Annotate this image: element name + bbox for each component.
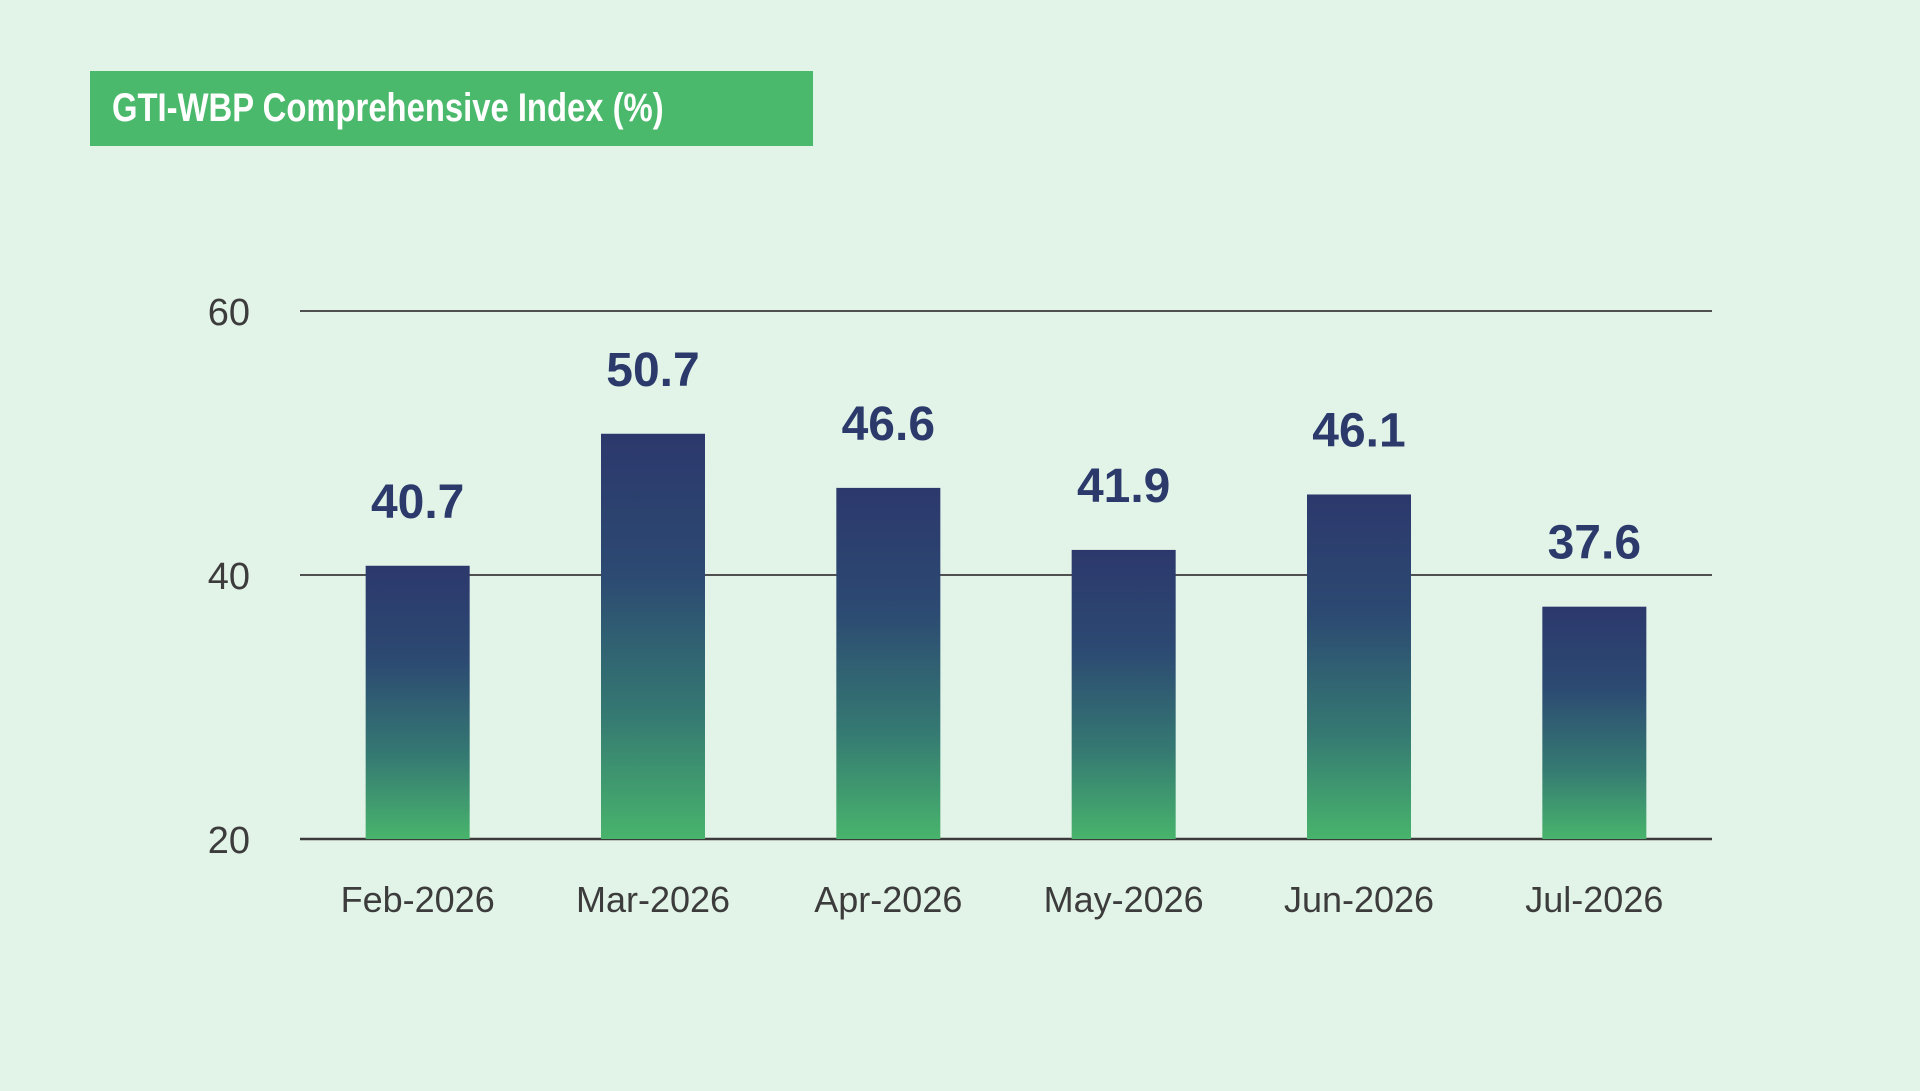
y-tick-label: 40 [208, 556, 250, 598]
gridlines [300, 310, 1712, 841]
x-tick-label: May-2026 [1044, 879, 1204, 920]
y-tick-label: 20 [208, 820, 250, 862]
x-tick-label: Apr-2026 [814, 879, 962, 920]
x-tick-label: Jun-2026 [1284, 879, 1434, 920]
y-tick-label: 60 [208, 292, 250, 334]
value-label: 46.6 [842, 398, 935, 451]
x-axis-labels: Feb-2026 Mar-2026 Apr-2026 May-2026 Jun-2026… [341, 879, 1664, 920]
chart-title: GTI-WBP Comprehensive Index (%) [112, 86, 664, 130]
value-label: 40.7 [371, 476, 464, 529]
chart-title-box: GTI-WBP Comprehensive Index (%) [90, 71, 813, 146]
bar-Mar-2026 [601, 433, 705, 839]
x-tick-label: Feb-2026 [341, 879, 495, 920]
bar-Jun-2026 [1307, 494, 1411, 839]
bar-May-2026 [1071, 549, 1176, 839]
value-label: 37.6 [1548, 517, 1641, 570]
bar-Apr-2026 [836, 487, 941, 839]
value-label: 46.1 [1312, 404, 1405, 457]
bars [365, 433, 1647, 839]
value-label: 50.7 [606, 344, 699, 397]
x-tick-label: Mar-2026 [576, 879, 730, 920]
y-axis-ticks: 20 40 60 [208, 292, 250, 862]
value-label: 41.9 [1077, 460, 1170, 513]
x-tick-label: Jul-2026 [1525, 879, 1663, 920]
bar-Feb-2026 [365, 565, 470, 839]
value-labels: 40.7 50.7 46.6 41.9 46.1 37.6 [371, 344, 1641, 570]
bar-Jul-2026 [1542, 606, 1647, 839]
